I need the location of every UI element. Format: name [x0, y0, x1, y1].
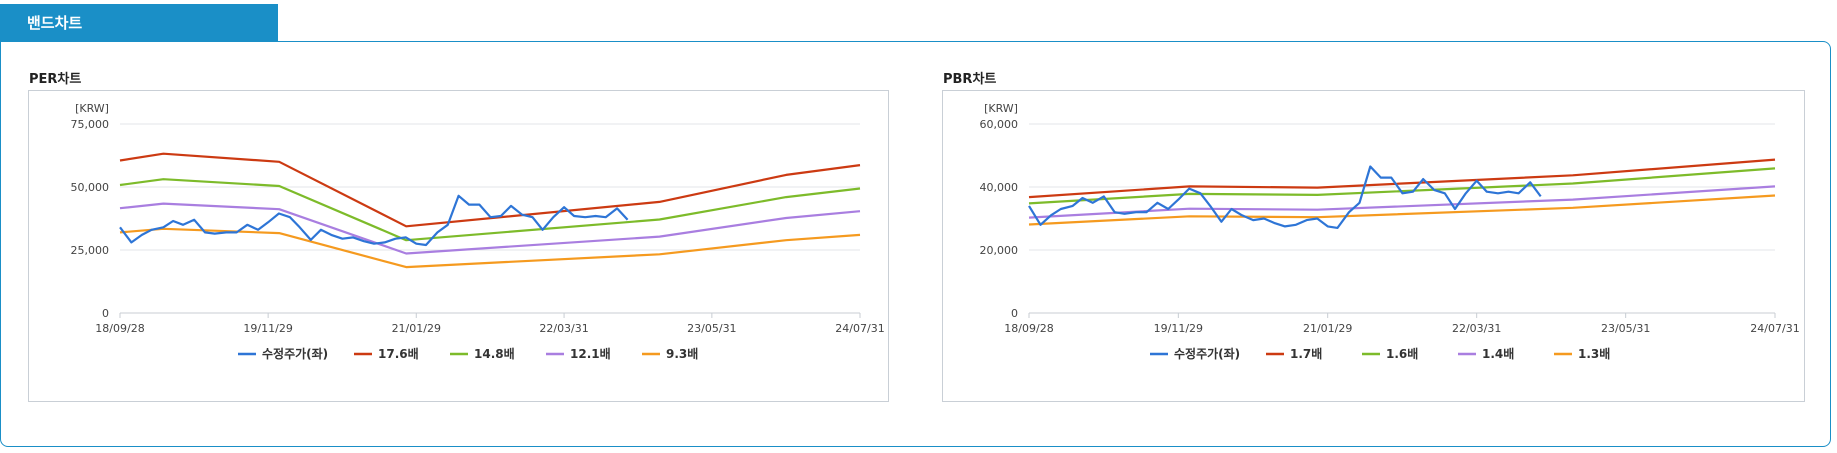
pbr-x-tick-label: 23/05/31	[1601, 322, 1650, 335]
per-x-tick-label: 24/07/31	[835, 322, 884, 335]
pbr-legend-label[interactable]: 1.4배	[1482, 346, 1514, 361]
pbr-x-tick-label: 24/07/31	[1750, 322, 1799, 335]
per-chart-box: 75,000 50,000 25,000 0 [KRW] 18/09/28 19/11/29…	[28, 90, 889, 402]
pbr-legend-label[interactable]: 1.6배	[1386, 346, 1418, 361]
per-legend-label[interactable]: 수정주가(좌)	[262, 346, 328, 361]
per-series-line-1	[119, 152, 861, 228]
pbr-series-line-4	[1028, 194, 1776, 226]
per-x-tick-label: 19/11/29	[243, 322, 292, 335]
pbr-y-tick-label: 20,000	[980, 244, 1019, 257]
per-legend-label[interactable]: 12.1배	[570, 346, 611, 361]
per-y-tick-label: 0	[102, 307, 109, 320]
pbr-legend-label[interactable]: 1.7배	[1290, 346, 1322, 361]
per-series-line-3	[119, 202, 861, 255]
per-y-tick-label: 75,000	[71, 118, 110, 131]
per-legend-label[interactable]: 14.8배	[474, 346, 515, 361]
per-series-line-2	[119, 178, 861, 242]
per-x-tick-label: 23/05/31	[687, 322, 736, 335]
pbr-x-tick-label: 22/03/31	[1452, 322, 1501, 335]
pbr-series-line-0	[1028, 165, 1542, 229]
pbr-legend-label[interactable]: 수정주가(좌)	[1174, 346, 1240, 361]
pbr-unit-label: [KRW]	[984, 102, 1018, 115]
per-x-tick-label: 21/01/29	[392, 322, 441, 335]
pbr-y-tick-label: 0	[1011, 307, 1018, 320]
band-chart-tab-label: 밴드차트	[27, 14, 83, 32]
per-chart-title: PER차트	[29, 72, 82, 87]
pbr-chart: 60,000 40,000 20,000 0 [KRW] 18/09/28 19/11/29…	[980, 102, 1800, 361]
pbr-chart-title: PBR차트	[943, 72, 997, 87]
per-legend-label[interactable]: 17.6배	[378, 346, 419, 361]
per-unit-label: [KRW]	[75, 102, 109, 115]
pbr-series-line-1	[1028, 158, 1776, 199]
per-series-line-4	[119, 227, 861, 269]
per-y-tick-label: 25,000	[71, 244, 110, 257]
band-chart-tab[interactable]: 밴드차트	[0, 4, 278, 41]
pbr-legend-label[interactable]: 1.3배	[1578, 346, 1610, 361]
pbr-x-tick-label: 19/11/29	[1154, 322, 1203, 335]
pbr-series-line-2	[1028, 167, 1776, 205]
pbr-x-tick-label: 21/01/29	[1303, 322, 1352, 335]
pbr-y-tick-label: 40,000	[980, 181, 1019, 194]
per-x-tick-label: 22/03/31	[539, 322, 588, 335]
pbr-y-tick-label: 60,000	[980, 118, 1019, 131]
per-series-line-0	[119, 194, 629, 247]
per-chart: 75,000 50,000 25,000 0 [KRW] 18/09/28 19/11/29…	[71, 102, 885, 361]
pbr-x-tick-label: 18/09/28	[1004, 322, 1053, 335]
per-x-tick-label: 18/09/28	[95, 322, 144, 335]
per-y-tick-label: 50,000	[71, 181, 110, 194]
pbr-chart-box: 60,000 40,000 20,000 0 [KRW] 18/09/28 19/11/29…	[942, 90, 1805, 402]
per-legend-label[interactable]: 9.3배	[666, 346, 698, 361]
